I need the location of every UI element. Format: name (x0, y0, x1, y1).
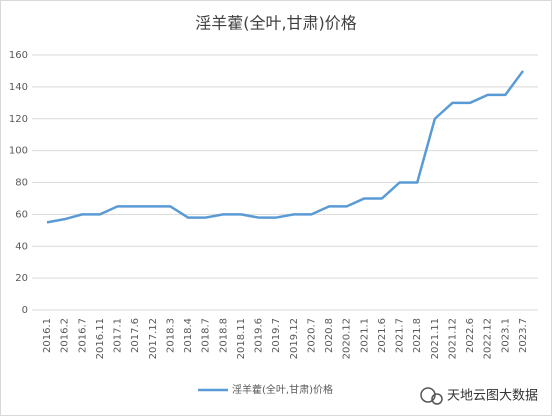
x-tick-label: 2016.7 (77, 318, 88, 353)
x-tick-label: 2021.12 (447, 318, 458, 359)
chart-title: 淫羊藿(全叶,甘肃)价格 (195, 14, 357, 33)
x-tick-label: 2023.7 (518, 318, 529, 353)
x-tick-label: 2019.12 (289, 318, 300, 359)
x-tick-label: 2018.4 (183, 318, 194, 353)
data-line (46, 70, 525, 224)
x-tick-label: 2021.1 (359, 318, 370, 353)
x-tick-label: 2017.1 (113, 318, 124, 353)
x-tick-label: 2019.7 (271, 318, 282, 353)
x-tick-label: 2018.3 (165, 318, 176, 353)
x-tick-label: 2019.6 (254, 318, 265, 353)
y-tick-label: 160 (9, 50, 28, 61)
y-tick-label: 40 (15, 241, 28, 252)
y-tick-label: 100 (9, 146, 28, 157)
x-tick-label: 2018.11 (236, 318, 247, 359)
y-tick-label: 120 (9, 114, 28, 125)
x-tick-label: 2022.6 (465, 318, 476, 353)
x-tick-label: 2020.12 (342, 318, 353, 359)
y-tick-label: 0 (22, 305, 28, 316)
x-tick-label: 2021.6 (377, 318, 388, 353)
x-tick-label: 2018.7 (201, 318, 212, 353)
x-tick-label: 2022.12 (483, 318, 494, 359)
y-tick-label: 60 (15, 209, 28, 220)
watermark-text: 天地云图大数据 (447, 389, 538, 404)
x-tick-label: 2016.11 (95, 318, 106, 359)
y-tick-label: 140 (9, 82, 28, 93)
x-tick-label: 2017.12 (148, 318, 159, 359)
legend-label: 淫羊藿(全叶,甘肃)价格 (232, 383, 333, 396)
watermark: 天地云图大数据 (420, 387, 538, 405)
x-tick-label: 2016.2 (60, 318, 71, 353)
x-tick-label: 2021.11 (430, 318, 441, 359)
x-tick-label: 2021.7 (395, 318, 406, 353)
x-tick-label: 2020.7 (306, 318, 317, 353)
x-tick-label: 2017.6 (130, 318, 141, 353)
y-tick-label: 80 (15, 178, 28, 189)
x-tick-label: 2016.1 (42, 318, 53, 353)
x-tick-label: 2020.8 (324, 318, 335, 353)
y-tick-label: 20 (15, 273, 28, 284)
x-tick-label: 2023.1 (500, 318, 511, 353)
x-tick-label: 2018.8 (218, 318, 229, 353)
watermark-icon (431, 393, 443, 405)
x-tick-label: 2021.8 (412, 318, 423, 353)
